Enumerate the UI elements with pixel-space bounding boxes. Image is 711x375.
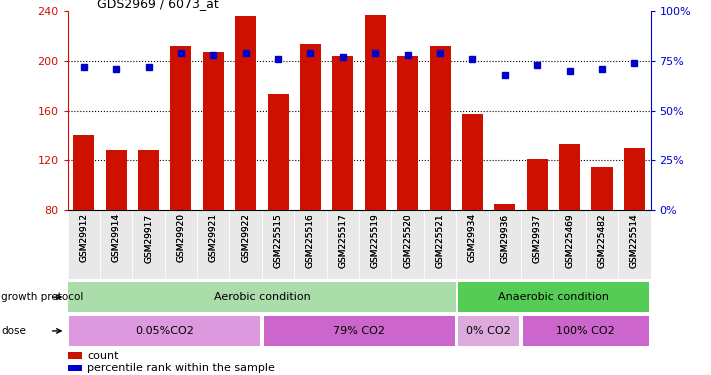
Text: growth protocol: growth protocol [1,292,84,302]
Bar [100,210,132,279]
Text: GSM29937: GSM29937 [533,213,542,262]
Bar [488,210,521,279]
Bar [300,44,321,210]
Text: 79% CO2: 79% CO2 [333,326,385,336]
Text: count: count [87,351,119,361]
Bar [462,114,483,210]
Text: GSM29917: GSM29917 [144,213,153,262]
Bar [359,210,392,279]
Text: GSM225515: GSM225515 [274,213,282,268]
Text: GSM225520: GSM225520 [403,213,412,268]
Bar [294,210,326,279]
Text: Anaerobic condition: Anaerobic condition [498,292,609,302]
Text: GSM225515: GSM225515 [274,213,282,268]
Text: GSM225514: GSM225514 [630,213,639,268]
Text: dose: dose [1,326,26,336]
Text: GSM225469: GSM225469 [565,213,574,268]
Text: GSM29921: GSM29921 [209,213,218,262]
Text: percentile rank within the sample: percentile rank within the sample [87,363,275,373]
Text: GSM29912: GSM29912 [79,213,88,262]
Bar [365,15,386,210]
Text: GSM225521: GSM225521 [436,213,444,268]
Bar [106,150,127,210]
Bar [494,204,515,210]
Bar [392,210,424,279]
Bar [326,210,359,279]
Bar [618,210,651,279]
Bar [523,316,649,346]
Bar [73,135,95,210]
Text: GSM29934: GSM29934 [468,213,477,262]
Bar [456,210,488,279]
Text: GSM29937: GSM29937 [533,213,542,262]
Text: GSM29934: GSM29934 [468,213,477,262]
Bar [68,210,100,279]
Bar [332,56,353,210]
Text: GSM225519: GSM225519 [370,213,380,268]
Bar [262,210,294,279]
Bar [397,56,418,210]
Text: GSM225482: GSM225482 [597,213,606,268]
Text: 100% CO2: 100% CO2 [557,326,615,336]
Text: 0% CO2: 0% CO2 [466,326,511,336]
Text: GSM225520: GSM225520 [403,213,412,268]
Text: GSM29914: GSM29914 [112,213,121,262]
Text: GSM29917: GSM29917 [144,213,153,262]
Text: GDS2969 / 6073_at: GDS2969 / 6073_at [97,0,218,10]
Text: GSM29920: GSM29920 [176,213,186,262]
Bar [264,316,454,346]
Bar [559,144,580,210]
Bar [553,210,586,279]
Bar [527,159,547,210]
Bar [68,282,456,312]
Text: Aerobic condition: Aerobic condition [213,292,310,302]
Bar [592,166,612,210]
Bar [586,210,618,279]
Bar [68,352,82,358]
Bar [69,316,260,346]
Bar [138,150,159,210]
Text: GSM225516: GSM225516 [306,213,315,268]
Bar [235,16,256,210]
Bar [458,316,520,346]
Bar [203,52,224,210]
Text: GSM29914: GSM29914 [112,213,121,262]
Bar [624,148,645,210]
Text: GSM225521: GSM225521 [436,213,444,268]
Bar [171,46,191,210]
Bar [197,210,230,279]
Text: GSM29936: GSM29936 [501,213,509,262]
Text: 0.05%CO2: 0.05%CO2 [135,326,194,336]
Text: GSM29920: GSM29920 [176,213,186,262]
Text: GSM225514: GSM225514 [630,213,639,268]
Text: GSM225516: GSM225516 [306,213,315,268]
Bar [132,210,165,279]
Text: GSM29936: GSM29936 [501,213,509,262]
Text: GSM29922: GSM29922 [241,213,250,262]
Bar [458,282,649,312]
Bar [68,364,82,370]
Text: GSM29912: GSM29912 [79,213,88,262]
Text: GSM225469: GSM225469 [565,213,574,268]
Text: GSM225517: GSM225517 [338,213,348,268]
Bar [429,46,451,210]
Text: GSM29922: GSM29922 [241,213,250,262]
Text: GSM29921: GSM29921 [209,213,218,262]
Bar [165,210,197,279]
Text: GSM225519: GSM225519 [370,213,380,268]
Bar [230,210,262,279]
Bar [521,210,553,279]
Bar [424,210,456,279]
Bar [267,94,289,210]
Text: GSM225482: GSM225482 [597,213,606,268]
Text: GSM225517: GSM225517 [338,213,348,268]
